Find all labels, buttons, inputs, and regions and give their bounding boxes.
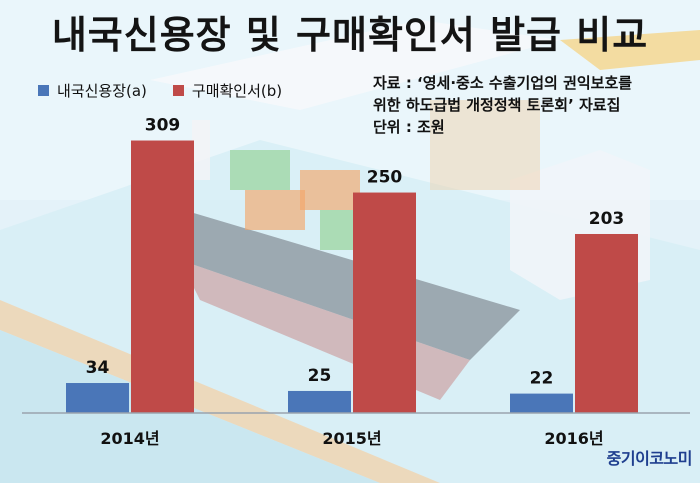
data-label-b-1: 250 [367, 168, 403, 188]
source-note: 자료 : ‘영세·중소 수출기업의 권익보호를 위한 하도급법 개정정책 토론회… [373, 72, 698, 138]
legend-label-a: 내국신용장(a) [57, 82, 147, 100]
data-label-a-1: 25 [308, 366, 332, 386]
x-tick-label-1: 2015년 [322, 429, 381, 448]
x-tick-label-2: 2016년 [544, 429, 603, 448]
data-label-b-0: 309 [145, 116, 181, 136]
bar-b-2 [575, 233, 638, 413]
data-label-a-0: 34 [86, 358, 110, 378]
publisher-logo: 중기이코노미 [606, 449, 693, 468]
x-tick-label-0: 2014년 [100, 429, 159, 448]
source-line-2: 위한 하도급법 개정정책 토론회’ 자료집 [373, 96, 621, 114]
legend-item-a: 내국신용장(a) [38, 80, 147, 101]
unit-note: 단위 : 조원 [373, 118, 445, 136]
legend-label-b: 구매확인서(b) [191, 82, 283, 100]
chart-title: 내국신용장 및 구매확인서 발급 비교 [51, 13, 649, 57]
legend: 내국신용장(a) 구매확인서(b) [38, 80, 282, 101]
legend-swatch-b [172, 85, 184, 96]
bar-b-1 [353, 192, 416, 413]
legend-swatch-a [38, 85, 49, 96]
bar-a-1 [288, 390, 351, 413]
data-label-b-2: 203 [589, 209, 625, 229]
source-line-1: 자료 : ‘영세·중소 수출기업의 권익보호를 [373, 74, 633, 92]
bar-a-2 [510, 393, 573, 413]
bar-a-0 [66, 383, 129, 413]
legend-item-b: 구매확인서(b) [172, 80, 283, 101]
data-label-a-2: 22 [530, 369, 554, 389]
bar-b-0 [131, 140, 194, 413]
